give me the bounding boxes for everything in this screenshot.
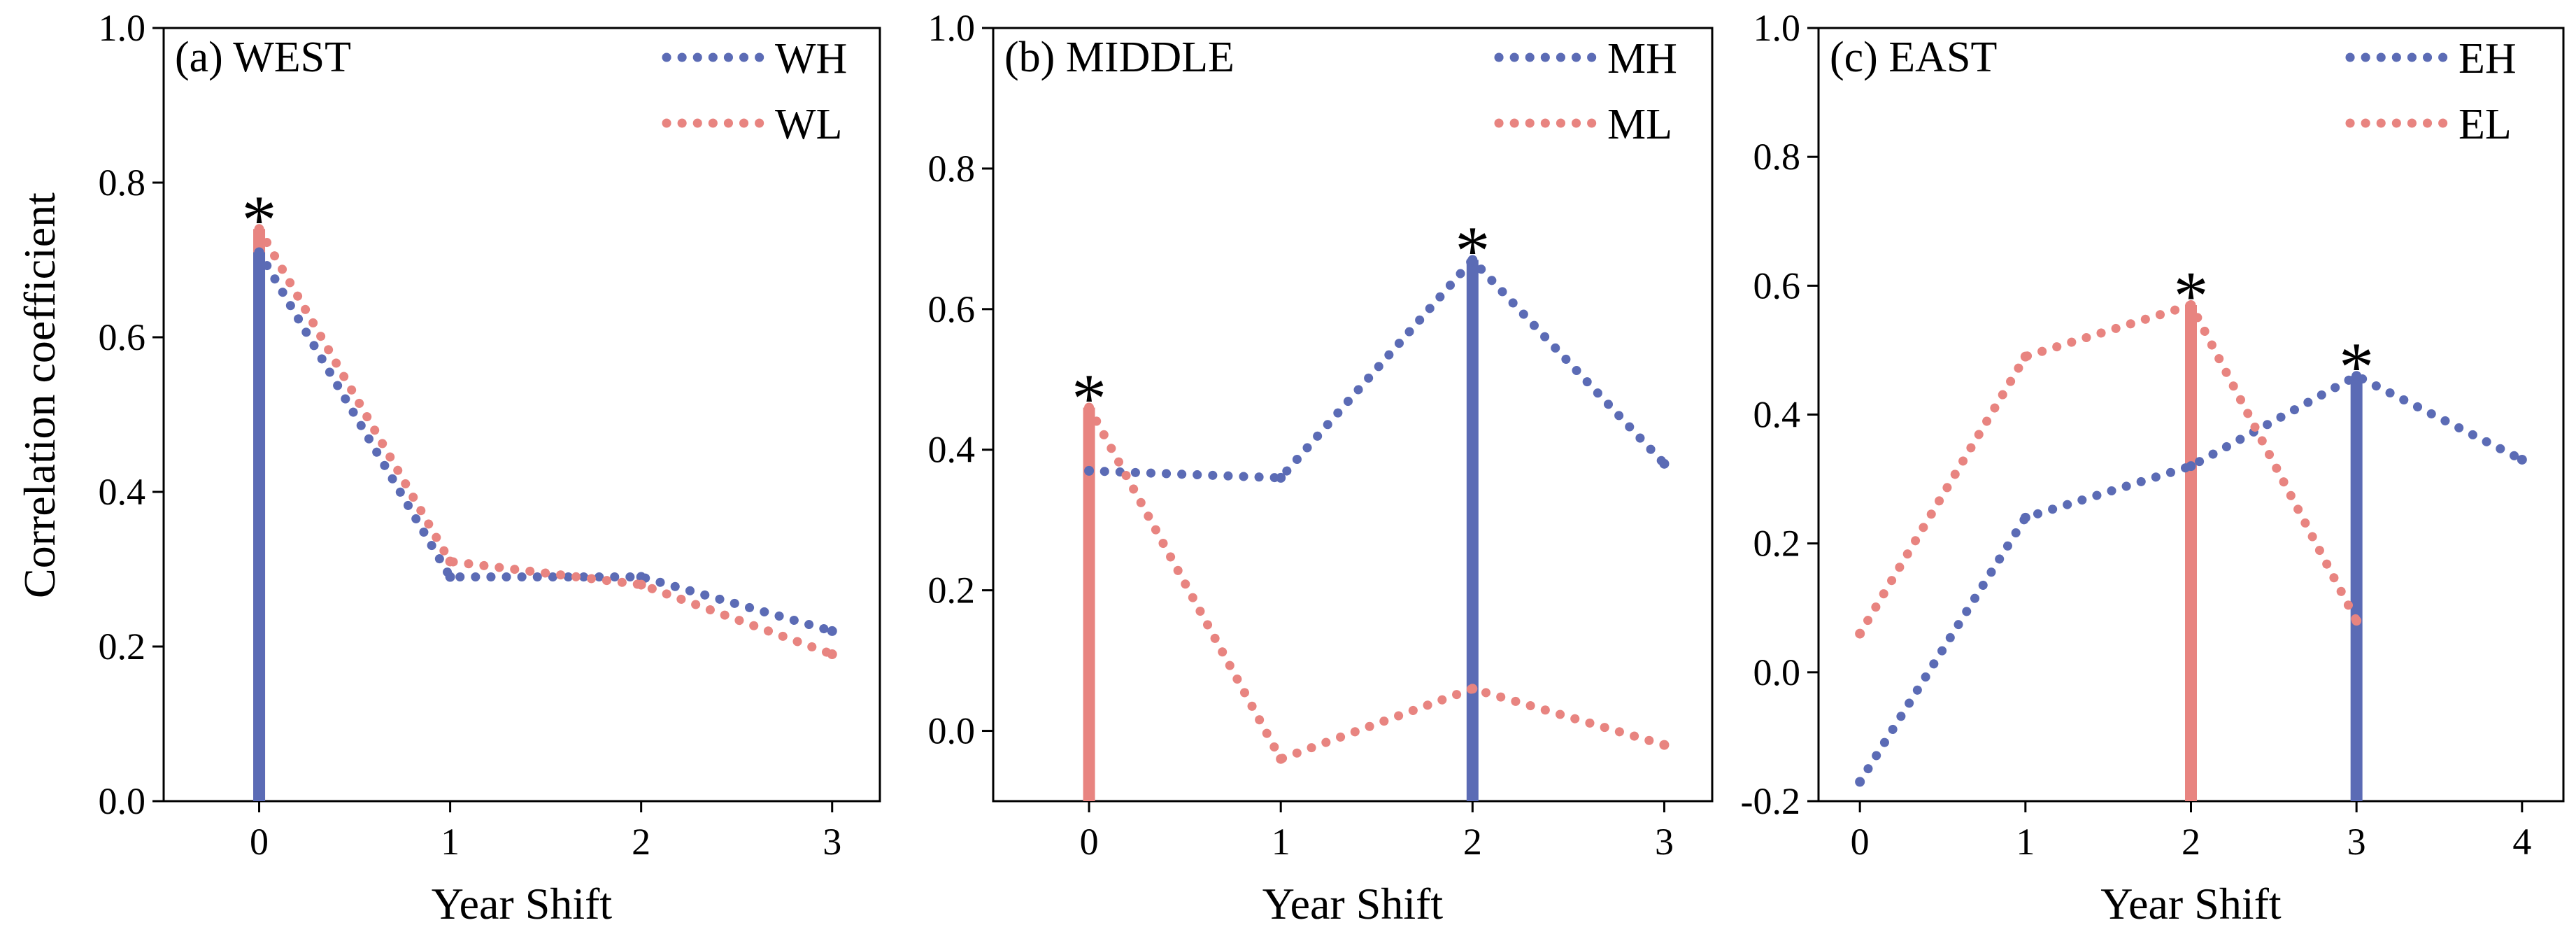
plot-frame: [162, 27, 881, 803]
y-tick-label: 0.0: [99, 780, 146, 822]
significance-asterisk: *: [1072, 359, 1106, 437]
data-point-mh: [1084, 465, 1095, 476]
y-tick-label: 0.6: [1753, 264, 1801, 306]
x-tick-label: 3: [2347, 821, 2366, 863]
series-line-ml: [1084, 403, 1669, 765]
y-tick-label: 1.0: [928, 7, 976, 49]
data-point-wl: [636, 579, 646, 590]
y-tick-label: 0.8: [99, 162, 146, 204]
data-point-mh: [1276, 472, 1286, 483]
y-tick-label: 0.6: [99, 316, 146, 358]
data-point-eh: [1855, 777, 1865, 787]
y-tick-label: 0.0: [1753, 651, 1801, 693]
legend-label-el: EL: [2458, 101, 2512, 148]
data-point-eh: [2020, 512, 2030, 523]
data-point-ml: [1467, 684, 1478, 694]
x-tick-label: 3: [823, 821, 841, 863]
data-point-wh: [827, 626, 837, 636]
y-tick-label: 0.4: [99, 471, 146, 513]
data-point-el: [2020, 351, 2030, 362]
panel-title: (a) WEST: [175, 34, 351, 81]
data-point-mh: [1659, 458, 1670, 469]
series-line-el: [1855, 299, 2361, 639]
data-point-el: [2351, 616, 2362, 626]
x-axis-title: Year Shift: [1262, 879, 1444, 929]
y-tick-label: 0.4: [1753, 394, 1801, 436]
data-point-eh: [2517, 454, 2527, 465]
panel-title: (c) EAST: [1830, 34, 1997, 81]
significance-asterisk: *: [242, 181, 277, 258]
significance-asterisk: *: [2339, 327, 2374, 405]
panel-title: (b) MIDDLE: [1004, 34, 1234, 81]
plot-frame: [992, 27, 1714, 803]
x-tick-label: 0: [1851, 821, 1870, 863]
y-tick-label: 0.8: [928, 148, 976, 190]
x-axis-title: Year Shift: [432, 879, 613, 929]
data-point-el: [2186, 299, 2196, 310]
x-tick-label: 1: [441, 821, 460, 863]
series-line-wl: [255, 224, 837, 659]
data-point-ml: [1084, 402, 1095, 413]
x-axis-title: Year Shift: [2100, 879, 2282, 929]
data-point-ml: [1659, 740, 1670, 750]
y-tick-label: 0.6: [928, 288, 976, 330]
legend-label-mh: MH: [1607, 35, 1677, 83]
panel-middle: 0.0 0.2 0.4 0.6 0.8 1.0 0 1 2 3 Year Shift (b) MIDD…: [928, 7, 1714, 929]
y-tick-label: 1.0: [1753, 7, 1801, 49]
significance-asterisk: *: [1455, 212, 1490, 290]
data-point-wh: [254, 247, 264, 257]
data-point-wh: [636, 572, 646, 582]
y-tick-label: -0.2: [1741, 780, 1800, 822]
data-point-eh: [2351, 371, 2362, 381]
x-tick-label: 0: [250, 821, 269, 863]
y-tick-label: 0.2: [99, 626, 146, 668]
y-tick-label: 0.2: [928, 570, 976, 612]
y-tick-label: 0.0: [928, 710, 976, 752]
data-point-el: [1855, 628, 1865, 639]
significance-asterisk: *: [2174, 257, 2209, 334]
panel-east: -0.2 0.0 0.2 0.4 0.6 0.8 1.0 0 1 2 3 4 Year Shift (c)…: [1741, 7, 2565, 929]
x-tick-label: 2: [632, 821, 650, 863]
y-tick-label: 0.2: [1753, 523, 1801, 565]
data-point-ml: [1276, 754, 1286, 764]
x-tick-label: 4: [2512, 821, 2531, 863]
series-line-wh: [255, 248, 837, 636]
y-axis-title: Correlation coefficient: [15, 192, 64, 598]
legend-label-ml: ML: [1607, 101, 1672, 148]
x-tick-label: 2: [2182, 821, 2200, 863]
x-tick-label: 3: [1655, 821, 1674, 863]
y-tick-label: 1.0: [99, 7, 146, 49]
panel-west: 0.0 0.2 0.4 0.6 0.8 1.0 0 1 2 3 Year Shift (a) WEST…: [99, 7, 881, 929]
data-point-wh: [445, 572, 455, 582]
data-point-eh: [2186, 461, 2196, 472]
series-line-mh: [1084, 253, 1669, 483]
data-point-mh: [1467, 255, 1478, 265]
x-tick-label: 1: [2016, 821, 2035, 863]
legend-label-wl: WL: [775, 101, 842, 148]
y-tick-label: 0.4: [928, 429, 976, 471]
data-point-wl: [827, 649, 837, 660]
x-tick-label: 1: [1272, 821, 1290, 863]
y-tick-label: 0.8: [1753, 136, 1801, 178]
data-point-wl: [445, 556, 455, 567]
x-tick-label: 2: [1463, 821, 1482, 863]
legend-label-eh: EH: [2458, 35, 2517, 83]
data-point-wl: [254, 224, 264, 234]
legend-label-wh: WH: [775, 35, 847, 83]
x-tick-label: 0: [1080, 821, 1099, 863]
